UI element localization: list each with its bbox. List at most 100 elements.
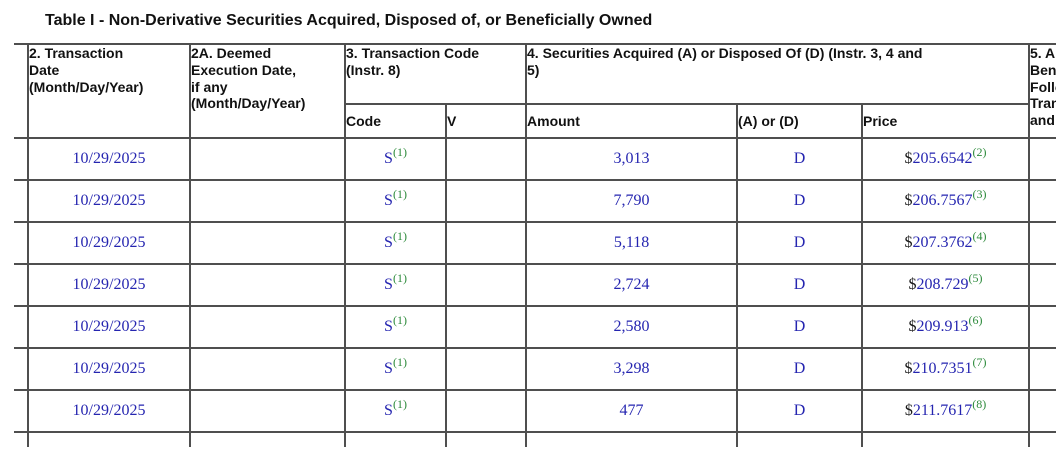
col5-clipped-cell <box>1028 137 1056 181</box>
v-cell <box>444 305 528 349</box>
amount-cell: 3,013 <box>525 137 739 181</box>
deemed-execution-date-cell <box>189 431 346 447</box>
footnote-ref: (5) <box>968 270 983 285</box>
v-subheader: V <box>444 103 528 139</box>
price-value: 205.6542 <box>912 150 973 167</box>
currency-symbol: $ <box>908 318 917 335</box>
amount-cell: 7,790 <box>525 179 739 223</box>
price-value: 209.913 <box>916 318 969 335</box>
price-cell: $205.6542(2) <box>861 137 1031 181</box>
v-cell <box>444 221 528 265</box>
price-value: 211.7617 <box>912 402 973 419</box>
transaction-date-cell <box>27 431 191 447</box>
code-value: S <box>384 318 393 335</box>
v-cell <box>444 179 528 223</box>
transaction-date-cell: 10/29/2025 <box>27 389 191 433</box>
col4-securities-acquired-group-header: 4. Securities Acquired (A) or Disposed O… <box>525 43 1031 105</box>
code-value: S <box>384 402 393 419</box>
deemed-execution-date-cell <box>189 305 346 349</box>
table-row: 10/29/2025 S(1) 2,724 D $208.729(5) <box>14 263 1056 307</box>
col3-transaction-code-group-header: 3. Transaction Code (Instr. 8) <box>343 43 528 105</box>
col1-clipped-cell <box>14 347 29 391</box>
a-or-d-cell: D <box>736 179 864 223</box>
transaction-code-cell: S(1) <box>344 389 447 433</box>
footnote-ref: (1) <box>392 396 407 411</box>
col1-header-clipped <box>14 43 29 139</box>
table-row: 10/29/2025 S(1) 3,298 D $210.7351(7) <box>14 347 1056 391</box>
v-cell <box>444 263 528 307</box>
col5-clipped-cell <box>1028 347 1056 391</box>
transaction-date-cell: 10/29/2025 <box>27 305 191 349</box>
transaction-code-cell: S(1) <box>344 263 447 307</box>
table-row: 10/29/2025 S(1) 7,790 D $206.7567(3) <box>14 179 1056 223</box>
transaction-date-cell: 10/29/2025 <box>27 137 191 181</box>
footnote-ref: (3) <box>972 186 987 201</box>
code-value: S <box>384 192 393 209</box>
col5-clipped-cell <box>1028 431 1056 447</box>
v-cell <box>444 431 528 447</box>
col1-clipped-cell <box>14 221 29 265</box>
price-cell: $207.3762(4) <box>861 221 1031 265</box>
footnote-ref: (1) <box>392 312 407 327</box>
header-group-row: 2. Transaction Date (Month/Day/Year) 2A.… <box>14 43 1056 139</box>
footnote-ref: (1) <box>392 228 407 243</box>
code-value: S <box>384 276 393 293</box>
code-value: S <box>384 234 393 251</box>
deemed-execution-date-cell <box>189 263 346 307</box>
table-viewport: 2. Transaction Date (Month/Day/Year) 2A.… <box>0 43 1056 447</box>
code-value: S <box>384 360 393 377</box>
price-value: 210.7351 <box>912 360 973 377</box>
price-subheader: Price <box>861 103 1030 139</box>
footnote-ref: (6) <box>968 312 983 327</box>
deemed-execution-date-cell <box>189 221 346 265</box>
col1-clipped-cell <box>14 389 29 433</box>
footnote-ref: (4) <box>972 228 987 243</box>
transaction-date-cell: 10/29/2025 <box>27 179 191 223</box>
amount-subheader: Amount <box>525 103 739 139</box>
price-cell: $210.7351(7) <box>861 347 1031 391</box>
amount-cell <box>525 431 739 447</box>
code-subheader: Code <box>345 103 447 139</box>
table-row: 10/29/2025 S(1) 2,580 D $209.913(6) <box>14 305 1056 349</box>
col5-clipped-cell <box>1028 389 1056 433</box>
col1-clipped-cell <box>14 137 29 181</box>
price-cell: $209.913(6) <box>861 305 1031 349</box>
header-sub-row: Code V Amount (A) or (D) Price <box>14 103 1056 139</box>
v-cell <box>444 347 528 391</box>
price-cell: $208.729(5) <box>861 263 1031 307</box>
amount-cell: 5,118 <box>525 221 739 265</box>
transaction-code-cell <box>344 431 447 447</box>
deemed-execution-date-cell <box>189 347 346 391</box>
price-value: 208.729 <box>916 276 969 293</box>
col1-clipped-cell <box>14 305 29 349</box>
transaction-code-cell: S(1) <box>344 221 447 265</box>
footnote-ref: (1) <box>392 270 407 285</box>
transaction-code-cell: S(1) <box>344 137 447 181</box>
currency-symbol: $ <box>904 360 913 377</box>
a-or-d-cell: D <box>736 347 864 391</box>
transaction-code-cell: S(1) <box>344 305 447 349</box>
a-or-d-subheader: (A) or (D) <box>736 103 864 139</box>
deemed-execution-date-cell <box>189 137 346 181</box>
table-header: 2. Transaction Date (Month/Day/Year) 2A.… <box>14 43 1056 139</box>
col5-clipped-cell <box>1028 305 1056 349</box>
footnote-ref: (1) <box>392 354 407 369</box>
currency-symbol: $ <box>904 150 913 167</box>
transaction-date-cell: 10/29/2025 <box>27 347 191 391</box>
currency-symbol: $ <box>904 402 913 419</box>
col5-header-clipped: 5. Amount of Securities Beneficially Own… <box>1028 43 1056 139</box>
col1-clipped-cell <box>14 263 29 307</box>
amount-cell: 2,580 <box>525 305 739 349</box>
code-value: S <box>384 150 393 167</box>
a-or-d-cell: D <box>736 389 864 433</box>
col2a-deemed-execution-date-header: 2A. Deemed Execution Date, if any (Month… <box>189 43 346 139</box>
deemed-execution-date-cell <box>189 179 346 223</box>
footnote-ref: (7) <box>972 354 987 369</box>
col2-transaction-date-header: 2. Transaction Date (Month/Day/Year) <box>27 43 191 139</box>
non-derivative-securities-table: 2. Transaction Date (Month/Day/Year) 2A.… <box>14 43 1056 447</box>
amount-cell: 2,724 <box>525 263 739 307</box>
a-or-d-cell <box>736 431 864 447</box>
amount-cell: 477 <box>525 389 739 433</box>
table-row: 10/29/2025 S(1) 3,013 D $205.6542(2) <box>14 137 1056 181</box>
